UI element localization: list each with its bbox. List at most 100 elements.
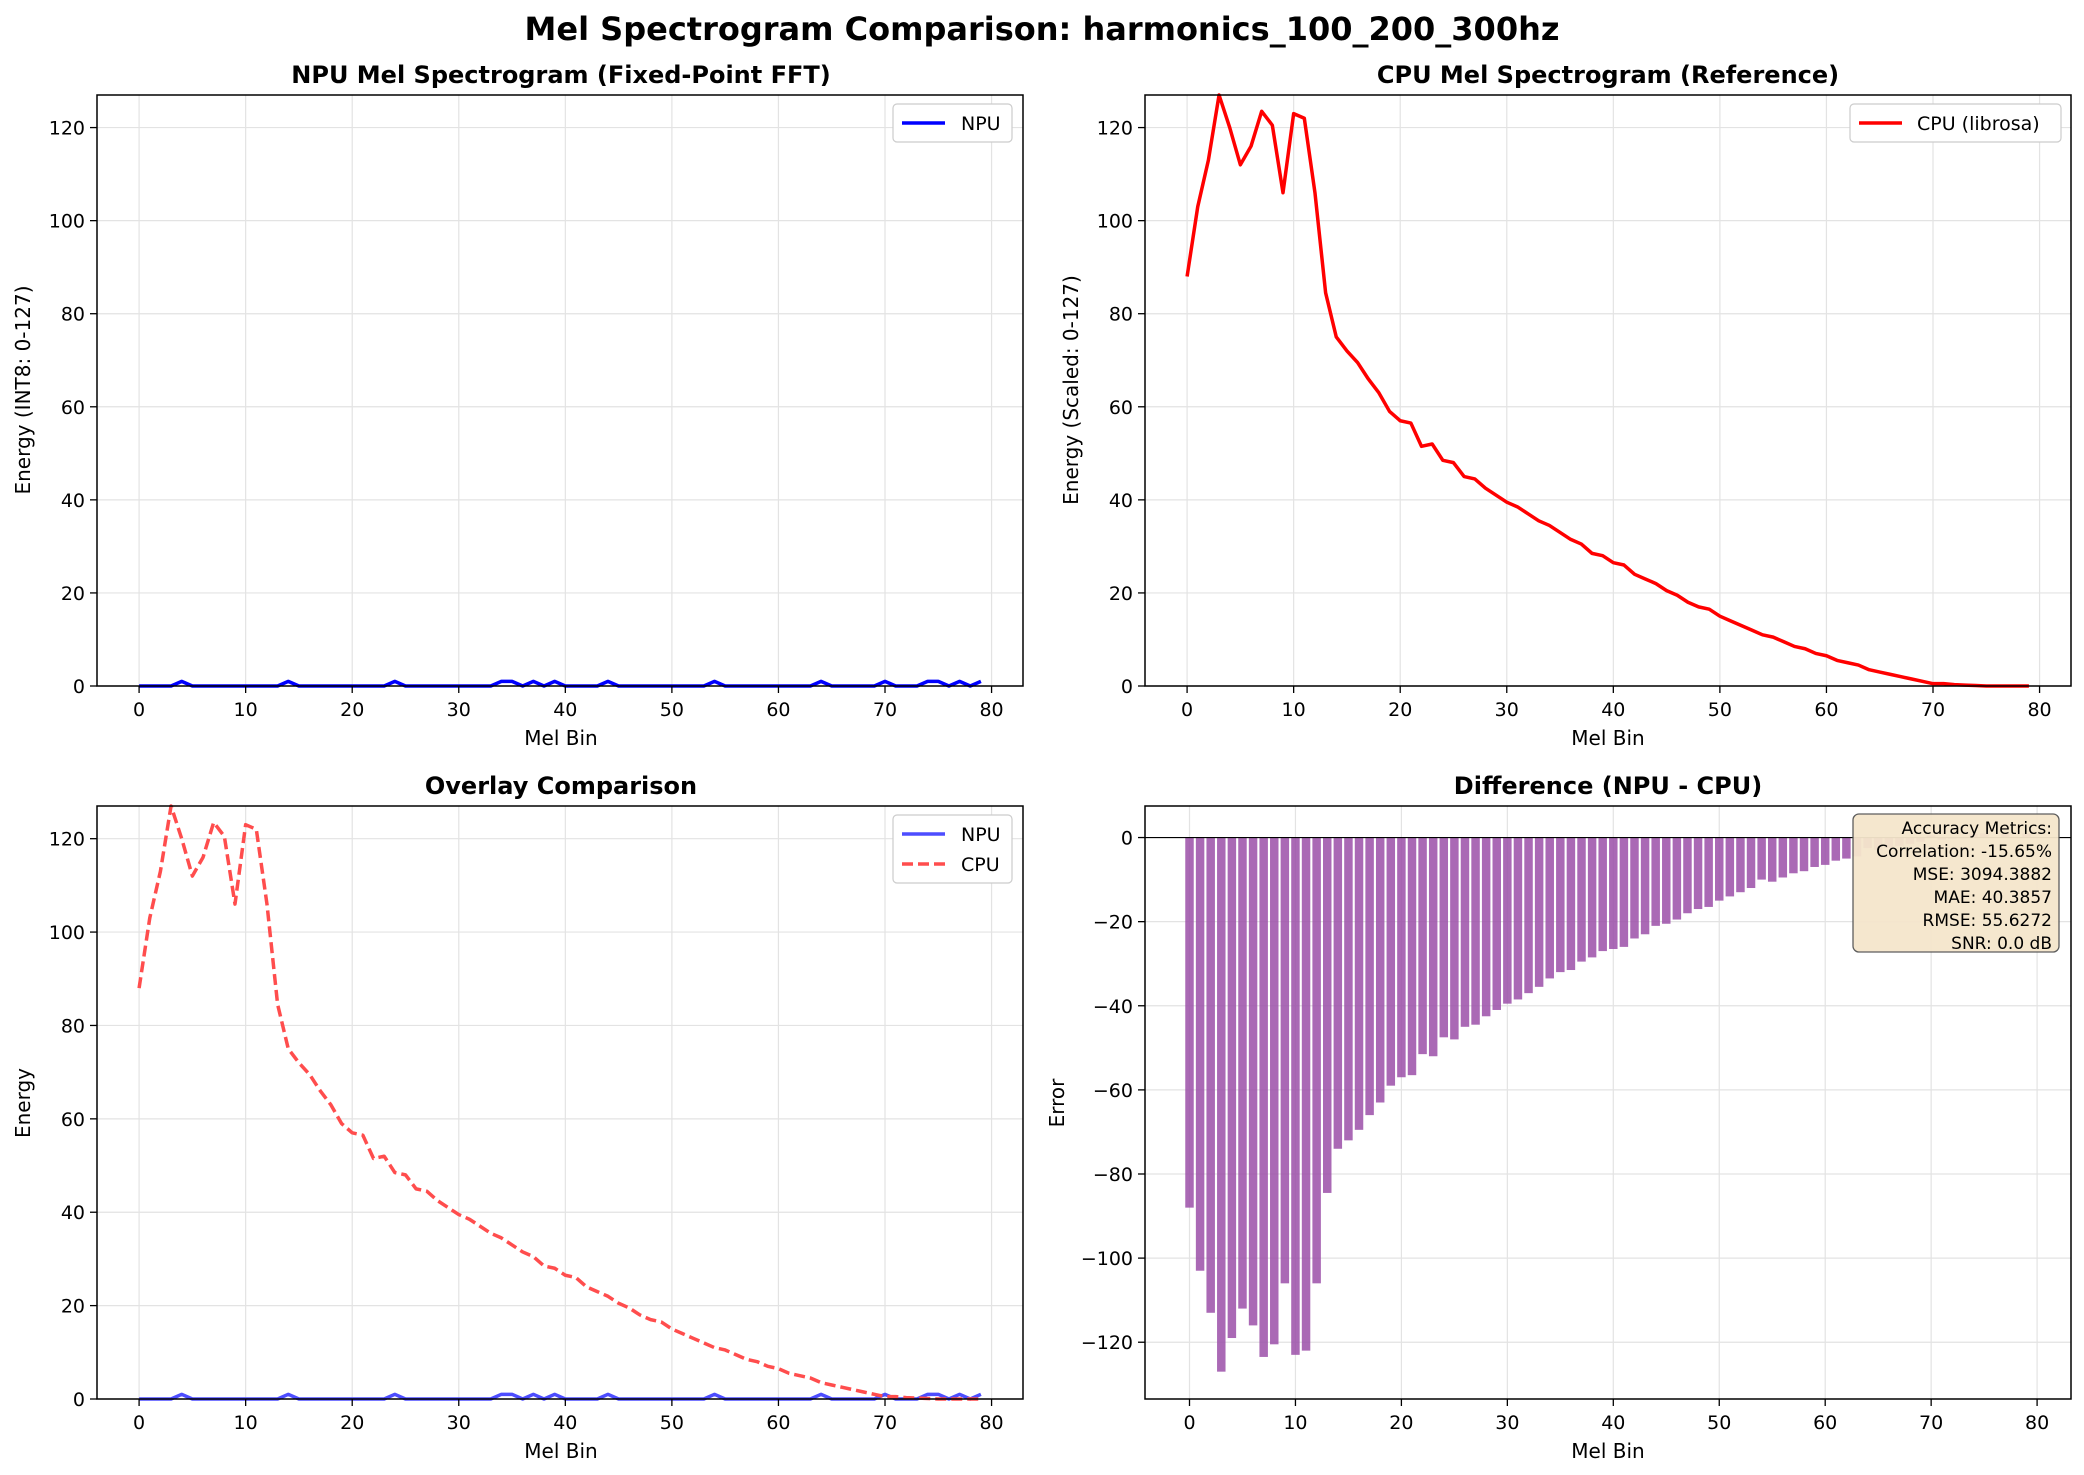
bar — [1524, 837, 1533, 994]
series-line-cpu-librosa — [1185, 93, 2029, 688]
panel-difference-ylabel: Error — [1045, 1078, 1069, 1128]
panel-cpu-ylabel: Energy (Scaled: 0-127) — [1059, 275, 1083, 505]
x-tick-label: 60 — [766, 699, 790, 721]
y-tick-label: 40 — [61, 490, 85, 512]
bar — [1217, 837, 1226, 1372]
x-tick-label: 50 — [1707, 1412, 1731, 1434]
legend-label-npu: NPU — [961, 824, 1001, 846]
bar — [1842, 837, 1851, 859]
metrics-line-mse: MSE: 3094.3882 — [1913, 865, 2052, 885]
panel-npu-ticks: 0 10 20 30 40 50 60 70 80 0 20 40 60 80 100 120 — [49, 118, 1004, 721]
x-tick-label: 80 — [979, 699, 1003, 721]
bar — [1503, 837, 1512, 1004]
x-tick-label: 70 — [1921, 699, 1945, 721]
panel-cpu-title: CPU Mel Spectrogram (Reference) — [1377, 61, 1839, 89]
x-tick-label: 0 — [133, 1412, 145, 1434]
x-tick-label: 30 — [1495, 699, 1519, 721]
x-tick-label: 20 — [340, 1412, 364, 1434]
x-tick-label: 10 — [234, 1412, 258, 1434]
x-tick-label: 20 — [1389, 1412, 1413, 1434]
panel-npu: NPU Mel Spectrogram (Fixed-Point FFT) 0 1… — [11, 61, 1024, 750]
x-tick-label: 10 — [1283, 1412, 1307, 1434]
x-tick-label: 60 — [1814, 699, 1838, 721]
bar — [1344, 837, 1353, 1141]
bar — [1799, 837, 1809, 872]
bar — [1439, 837, 1449, 1038]
panel-npu-title: NPU Mel Spectrogram (Fixed-Point FFT) — [291, 61, 830, 89]
y-tick-label: 120 — [49, 118, 85, 140]
panel-cpu: CPU Mel Spectrogram (Reference) 0 10 20 30 4… — [1059, 61, 2072, 750]
x-tick-label: 40 — [553, 699, 577, 721]
bar — [1746, 837, 1756, 889]
legend-label-cpu: CPU — [961, 854, 1000, 876]
bar — [1831, 837, 1841, 861]
panel-overlay: Overlay Comparison 0 10 20 30 40 50 60 70 80 0 20 4… — [11, 772, 1024, 1463]
panel-difference: Difference (NPU - CPU) 0 10 20 30 40 50 60 70 80… — [1045, 772, 2072, 1463]
x-tick-label: 80 — [2025, 1412, 2049, 1434]
x-tick-label: 60 — [766, 1412, 790, 1434]
x-tick-label: 40 — [553, 1412, 577, 1434]
x-tick-label: 20 — [1388, 699, 1412, 721]
panel-overlay-legend: NPU CPU — [892, 814, 1013, 884]
y-tick-label: 20 — [1109, 583, 1133, 605]
bar — [1725, 837, 1735, 897]
bar — [1471, 837, 1480, 1025]
y-tick-label: 0 — [73, 676, 85, 698]
bar — [1375, 837, 1385, 1103]
metrics-line-mae: MAE: 40.3857 — [1934, 888, 2052, 908]
panel-difference-xlabel: Mel Bin — [1571, 1439, 1644, 1463]
y-tick-label: −80 — [1093, 1164, 1133, 1186]
bar — [1206, 837, 1215, 1313]
bar — [1354, 837, 1364, 1130]
bar — [1778, 837, 1788, 878]
x-tick-label: 30 — [1495, 1412, 1519, 1434]
y-tick-label: 120 — [1097, 118, 1133, 140]
bar — [1312, 837, 1321, 1284]
y-tick-label: −60 — [1093, 1080, 1133, 1102]
bar — [1789, 837, 1798, 874]
x-tick-label: 80 — [2027, 699, 2051, 721]
x-tick-label: 50 — [660, 1412, 684, 1434]
bar — [1407, 837, 1417, 1076]
y-tick-label: 60 — [61, 397, 85, 419]
bar — [1460, 837, 1470, 1027]
y-tick-label: 120 — [49, 829, 85, 851]
metrics-line-rmse: RMSE: 55.6272 — [1923, 911, 2052, 931]
y-tick-label: 60 — [1109, 397, 1133, 419]
bar — [1810, 837, 1819, 867]
bar — [1238, 837, 1247, 1309]
panel-npu-ylabel: Energy (INT8: 0-127) — [11, 286, 35, 495]
y-tick-label: 40 — [1109, 490, 1133, 512]
panel-overlay-title: Overlay Comparison — [425, 772, 697, 800]
y-tick-label: −120 — [1081, 1332, 1133, 1354]
bar — [1820, 837, 1830, 865]
figure-suptitle: Mel Spectrogram Comparison: harmonics_10… — [525, 10, 1560, 48]
y-tick-label: 20 — [61, 583, 85, 605]
bar — [1556, 837, 1565, 973]
bar — [1365, 837, 1374, 1116]
x-tick-label: 0 — [1181, 699, 1193, 721]
bar — [1301, 837, 1311, 1351]
bar — [1386, 837, 1396, 1086]
panel-difference-plot — [1145, 833, 2071, 1372]
bar — [1651, 837, 1660, 926]
bar — [1609, 837, 1618, 949]
bar — [1185, 837, 1194, 1208]
bar — [1767, 837, 1777, 882]
legend-box — [892, 103, 1013, 143]
panel-npu-frame — [96, 94, 1024, 687]
legend-box — [892, 814, 1013, 884]
bar — [1227, 837, 1237, 1339]
x-tick-label: 30 — [447, 699, 471, 721]
panel-overlay-ylabel: Energy — [11, 1068, 35, 1138]
bar — [1630, 837, 1639, 939]
legend-box — [1849, 103, 2062, 143]
panel-overlay-grid — [97, 806, 1023, 1400]
y-tick-label: 0 — [1121, 676, 1133, 698]
panel-difference-title: Difference (NPU - CPU) — [1454, 772, 1762, 800]
bar — [1566, 837, 1576, 971]
x-tick-label: 60 — [1813, 1412, 1837, 1434]
bar — [1333, 837, 1343, 1149]
legend-label-cpu: CPU (librosa) — [1917, 113, 2040, 135]
x-tick-label: 0 — [1183, 1412, 1195, 1434]
